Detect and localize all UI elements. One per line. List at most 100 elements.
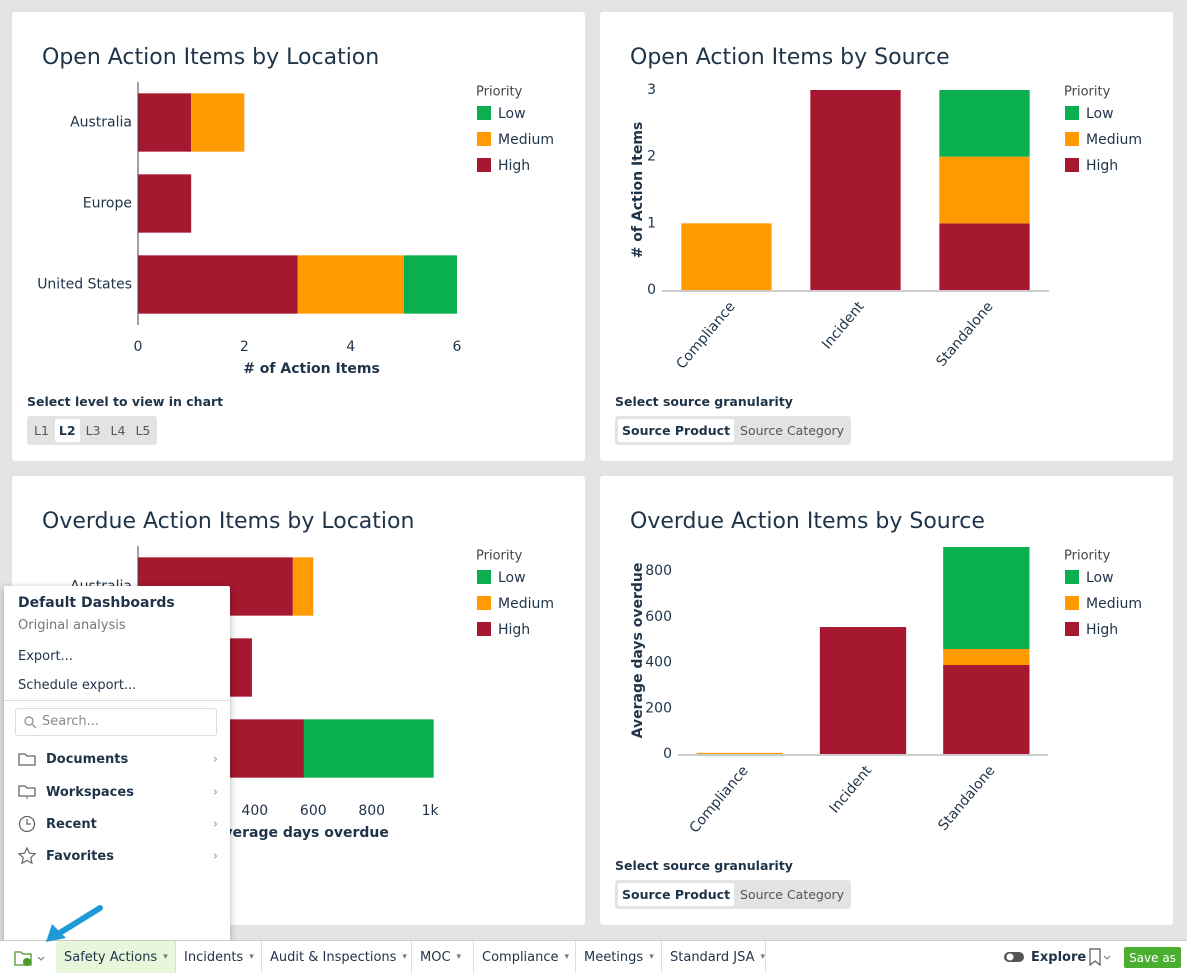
menu-title: Default Dashboards xyxy=(18,595,175,611)
legend-swatch xyxy=(477,622,491,636)
legend-swatch xyxy=(1065,570,1079,584)
tab[interactable]: Standard JSA ▾ xyxy=(662,941,766,973)
explore-label: Explore xyxy=(1031,950,1087,965)
segmented-control: L1 L2 L3 L4 L5 xyxy=(27,416,158,445)
legend-swatch xyxy=(1065,158,1079,172)
y-tick-label: Europe xyxy=(83,196,132,212)
bar-segment xyxy=(297,255,404,314)
control-option[interactable]: Source Product xyxy=(618,419,735,442)
chevron: › xyxy=(212,751,218,767)
x-tick-label: 400 xyxy=(241,803,268,819)
chart: Overdue Action Items by Source Priority Lo… xyxy=(630,509,1142,836)
search-icon xyxy=(24,716,37,729)
legend-label: High xyxy=(498,622,530,638)
chevron: › xyxy=(212,784,218,800)
x-axis-label: # of Action Items xyxy=(243,361,380,377)
legend-label: Medium xyxy=(1086,596,1142,612)
chart: Open Action Items by Location Priority Low… xyxy=(37,45,554,377)
control-label: Select source granularity xyxy=(615,394,793,409)
panel: Open Action Items by Source Priority Low Me… xyxy=(600,12,1173,461)
control-option[interactable]: Source Product xyxy=(618,883,735,906)
star-icon xyxy=(18,847,36,865)
chart-title: Open Action Items by Location xyxy=(42,45,379,70)
folder-icon xyxy=(18,753,36,766)
y-tick-label: 600 xyxy=(645,609,672,625)
chart-title: Open Action Items by Source xyxy=(630,45,950,70)
x-axis-label: Average days overdue xyxy=(213,825,389,841)
segmented-control: Source Product Source Category xyxy=(615,880,852,909)
legend-label: Low xyxy=(498,570,526,586)
tab[interactable]: Compliance ▾ xyxy=(474,941,576,973)
search-box[interactable]: Search... xyxy=(15,708,217,736)
y-tick-label: 0 xyxy=(647,282,656,298)
tab-label: Audit & Inspections xyxy=(270,949,397,965)
bar-segment xyxy=(939,156,1030,224)
x-tick-label: Standalone xyxy=(935,763,998,834)
tab[interactable]: Safety Actions ▾ xyxy=(56,941,176,973)
control-option[interactable]: Source Category xyxy=(740,423,845,438)
menu-item-label: Workspaces xyxy=(46,784,134,800)
tab-caret: ▾ xyxy=(249,952,254,962)
control-option[interactable]: L2 xyxy=(54,419,80,442)
menu-action[interactable]: Export... xyxy=(18,649,73,664)
tab-label: Meetings xyxy=(584,949,644,965)
y-tick-label: 1 xyxy=(647,215,656,231)
bar-segment xyxy=(696,752,783,754)
bar-segment xyxy=(138,255,298,314)
legend-swatch xyxy=(477,158,491,172)
x-tick-label: 0 xyxy=(134,339,143,355)
control-option[interactable]: L5 xyxy=(135,423,151,438)
menu-item[interactable]: Documents › xyxy=(18,747,218,771)
menu-item[interactable]: Recent › xyxy=(18,812,218,836)
legend-swatch xyxy=(1065,596,1079,610)
bar-segment xyxy=(292,557,314,616)
bar-segment xyxy=(191,93,245,152)
y-tick-label: 800 xyxy=(645,563,672,579)
y-tick-label: 0 xyxy=(663,746,672,762)
segmented-control: Source Product Source Category xyxy=(615,416,852,445)
x-tick-label: 6 xyxy=(453,339,462,355)
legend-label: Low xyxy=(1086,570,1114,586)
x-tick-label: 1k xyxy=(422,803,440,819)
control-option[interactable]: L4 xyxy=(110,423,126,438)
menu-item-label: Documents xyxy=(46,751,129,767)
dashboard-menu: Default Dashboards Original analysis Exp… xyxy=(4,586,230,946)
tab-caret: ▾ xyxy=(760,952,766,962)
x-tick-label: 4 xyxy=(346,339,355,355)
bar-segment xyxy=(939,90,1030,157)
legend-swatch xyxy=(477,106,491,120)
menu-action[interactable]: Schedule export... xyxy=(18,678,137,693)
x-tick-label: 800 xyxy=(358,803,385,819)
menu-item[interactable]: Workspaces › xyxy=(18,780,218,804)
panel: Open Action Items by Location Priority Low… xyxy=(12,12,585,461)
y-tick-label: Australia xyxy=(70,115,132,131)
y-axis-label: # of Action Items xyxy=(630,122,646,259)
control-option[interactable]: L3 xyxy=(85,423,101,438)
tab-label: Compliance xyxy=(482,949,559,965)
y-tick-label: United States xyxy=(37,277,132,293)
tab-bar: Safety Actions ▾ Incidents ▾ Audit & Inspect… xyxy=(0,940,1187,974)
tab-label: MOC xyxy=(420,949,451,965)
tab[interactable]: Meetings ▾ xyxy=(576,941,662,973)
bar-segment xyxy=(303,719,434,778)
bar-segment xyxy=(403,255,457,314)
legend-title: Priority xyxy=(1064,549,1111,564)
bar-segment xyxy=(138,93,192,152)
x-tick-label: Compliance xyxy=(687,763,752,836)
tab-caret: ▾ xyxy=(564,952,570,962)
chart: Open Action Items by Source Priority Low Me… xyxy=(630,45,1142,372)
bookmark-button[interactable] xyxy=(1088,948,1112,966)
tab[interactable]: Audit & Inspections ▾ xyxy=(262,941,412,973)
tab-caret: ▾ xyxy=(456,952,462,962)
save-button[interactable]: Save as xyxy=(1124,947,1181,968)
legend-swatch xyxy=(1065,132,1079,146)
legend-label: Low xyxy=(498,106,526,122)
control-option[interactable]: L1 xyxy=(34,423,49,438)
folder-button[interactable] xyxy=(10,947,52,969)
tab[interactable]: MOC ▾ xyxy=(412,941,474,973)
control-option[interactable]: Source Category xyxy=(740,887,845,902)
legend-label: High xyxy=(1086,622,1118,638)
explore-toggle[interactable] xyxy=(1003,950,1027,964)
tab[interactable]: Incidents ▾ xyxy=(176,941,262,973)
menu-item[interactable]: Favorites › xyxy=(18,844,218,868)
